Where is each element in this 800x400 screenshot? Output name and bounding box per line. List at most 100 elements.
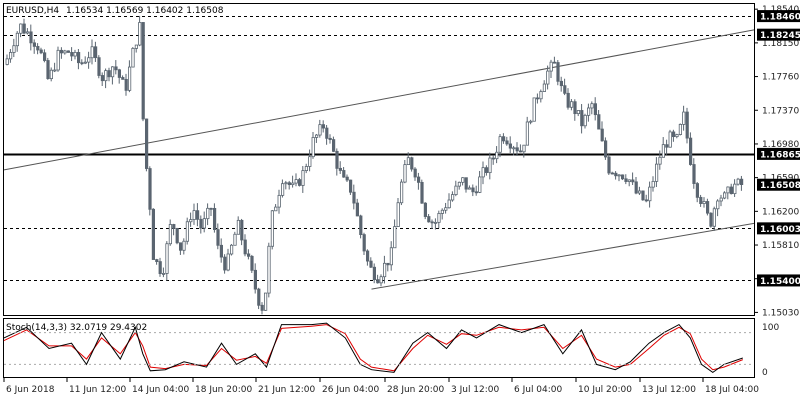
candle-body — [529, 120, 533, 123]
price-axis[interactable]: 1.185401.181501.177601.173701.169801.165… — [754, 5, 800, 318]
candle-body — [46, 60, 50, 80]
candle-body — [216, 229, 220, 246]
price-tag[interactable]: 1.16003 — [757, 222, 800, 235]
candle-body — [365, 250, 370, 262]
candle-body — [335, 150, 339, 169]
price-tag[interactable]: 1.18460 — [757, 10, 800, 23]
candle — [36, 43, 40, 55]
candle — [607, 154, 611, 175]
candle — [410, 156, 414, 172]
price-tag[interactable]: 1.18245 — [757, 28, 800, 42]
candle-body — [692, 164, 696, 184]
channel-upper-line[interactable] — [3, 29, 755, 171]
candle — [148, 166, 152, 216]
candle-body — [522, 144, 526, 153]
candle — [672, 129, 676, 142]
candle — [736, 177, 740, 186]
price-tag[interactable]: 1.15400 — [757, 274, 800, 287]
candle — [433, 218, 438, 230]
candle — [206, 203, 210, 226]
candle — [236, 216, 240, 235]
candle — [382, 255, 387, 284]
candle — [155, 258, 159, 265]
candle — [352, 184, 356, 210]
candle — [331, 136, 336, 153]
time-tick-label: 28 Jun 20:00 — [387, 385, 444, 395]
candle — [257, 287, 261, 310]
candle-body — [291, 182, 295, 186]
candle — [709, 212, 713, 228]
candle — [464, 177, 468, 193]
price-tag-label: 1.18245 — [760, 31, 800, 41]
candle-body — [617, 174, 621, 177]
price-tick-label: 1.17760 — [762, 73, 799, 83]
candle-body — [274, 206, 278, 212]
candle-body — [372, 266, 377, 281]
candle — [627, 179, 632, 187]
candle — [644, 194, 649, 203]
candle-body — [556, 62, 560, 82]
candle-body — [719, 197, 723, 202]
candle — [631, 172, 635, 186]
candle — [355, 198, 360, 217]
candle — [658, 150, 662, 170]
candle-body — [175, 228, 179, 244]
candle — [580, 104, 584, 134]
candle — [287, 180, 292, 190]
candle — [104, 68, 108, 89]
candle — [733, 179, 737, 197]
candle — [430, 219, 434, 229]
candle — [641, 190, 645, 201]
candle-body — [63, 50, 67, 54]
candle-body — [331, 139, 336, 152]
candle — [66, 50, 70, 53]
candle-body — [437, 213, 441, 223]
candle — [491, 155, 496, 165]
candle-body — [546, 70, 550, 85]
candle-body — [263, 292, 268, 311]
candle-body — [53, 69, 57, 72]
candle — [542, 80, 547, 92]
candle — [665, 139, 669, 155]
candle-body — [508, 143, 513, 149]
candle — [216, 223, 220, 250]
candle — [297, 177, 302, 187]
channel-lower-line[interactable] — [371, 222, 755, 290]
candle-body — [369, 260, 373, 268]
price-tag[interactable]: 1.16865 — [757, 147, 800, 161]
candle-body — [512, 147, 516, 150]
candle — [423, 202, 428, 220]
candle — [699, 194, 703, 207]
price-tag-box — [757, 178, 800, 191]
candle-body — [267, 245, 271, 294]
candle — [501, 133, 506, 144]
candle — [529, 119, 533, 125]
candle-body — [433, 221, 438, 224]
candle — [471, 184, 475, 197]
candle — [678, 123, 683, 136]
candle — [726, 186, 730, 200]
candle-body — [155, 259, 159, 262]
price-tag[interactable]: 1.16508 — [757, 178, 800, 192]
price-tick-label: 1.18150 — [762, 39, 799, 49]
candle — [107, 67, 111, 82]
candle-body — [525, 121, 530, 146]
time-axis[interactable]: 6 Jun 2018 11 Jun 12:00 14 Jun 04:00 18 Jun… — [3, 378, 759, 395]
candle — [5, 54, 9, 66]
candle-body — [87, 57, 91, 63]
candle-body — [406, 157, 411, 166]
candle — [556, 60, 560, 86]
candle — [416, 172, 421, 190]
trend-channel[interactable] — [3, 29, 755, 290]
candle — [202, 211, 206, 233]
stochastic-level-0: 0 — [762, 368, 768, 378]
candle — [729, 183, 734, 195]
candle-body — [614, 172, 618, 177]
candle-body — [440, 209, 445, 214]
candle — [168, 219, 172, 246]
candle-body — [240, 219, 244, 241]
candle — [389, 241, 394, 271]
candle — [365, 249, 370, 266]
candle-body — [90, 46, 94, 59]
